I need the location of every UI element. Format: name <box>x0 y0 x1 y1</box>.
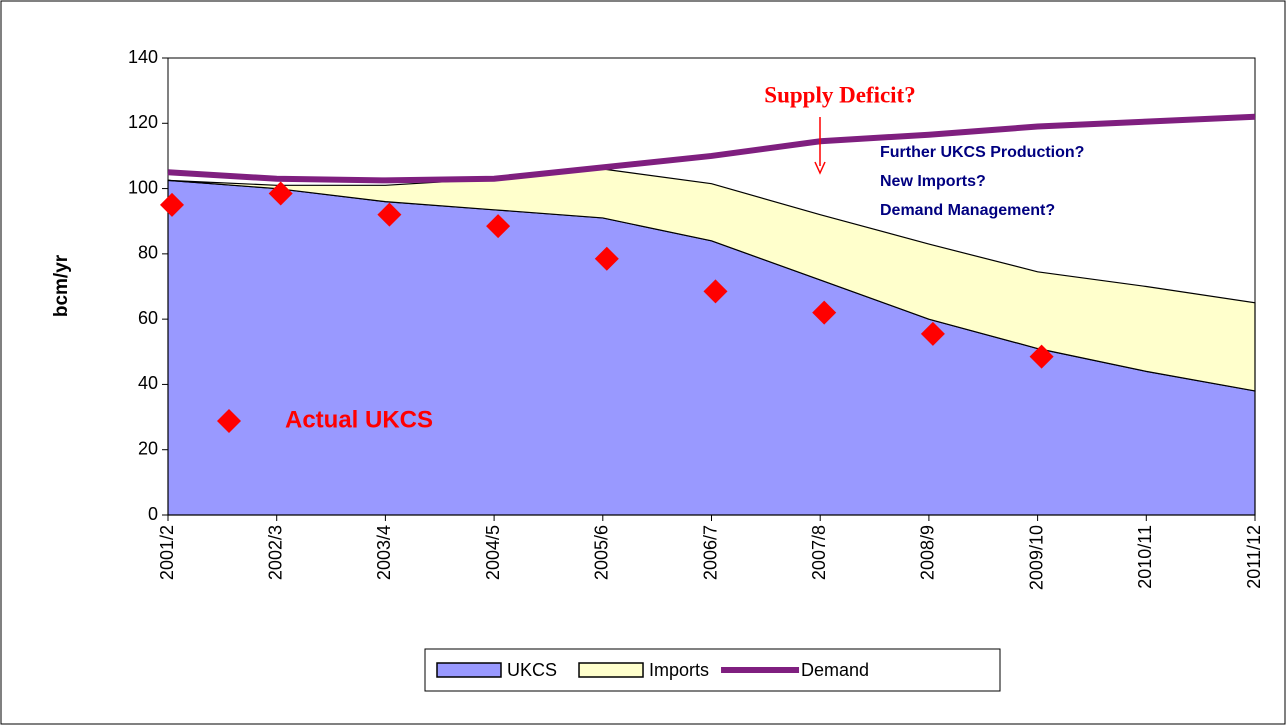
marker <box>1029 344 1054 369</box>
y-tick-label: 60 <box>138 308 158 328</box>
annotation: New Imports? <box>880 173 986 190</box>
y-tick-label: 80 <box>138 243 158 263</box>
legend-marker <box>217 409 241 433</box>
annotation: Demand Management? <box>880 202 1055 219</box>
marker <box>160 192 184 217</box>
x-tick-label: 2008/9 <box>918 525 938 580</box>
y-axis-label: bcm/yr <box>51 254 72 317</box>
marker <box>812 300 837 325</box>
y-tick-label: 120 <box>128 112 158 132</box>
y-tick-label: 20 <box>138 438 158 458</box>
annotation: Further UKCS Production? <box>880 144 1084 161</box>
marker <box>920 321 945 346</box>
y-tick-label: 100 <box>128 177 158 197</box>
x-tick-label: 2010/11 <box>1135 525 1155 589</box>
x-tick-label: 2002/3 <box>265 525 285 580</box>
marker <box>594 246 619 271</box>
legend-label: Imports <box>649 660 709 680</box>
marker <box>703 279 728 304</box>
y-tick-label: 0 <box>148 504 158 524</box>
line <box>167 113 1256 184</box>
arrow-head <box>814 161 826 175</box>
marker <box>377 202 402 227</box>
legend <box>424 648 1001 692</box>
legend-swatch <box>436 662 502 678</box>
x-tick-label: 2007/8 <box>809 525 829 580</box>
legend-label: UKCS <box>507 660 557 680</box>
x-tick-label: 2001/2 <box>157 525 177 580</box>
x-tick-label: 2006/7 <box>700 525 720 580</box>
y-tick-label: 140 <box>128 47 158 67</box>
x-tick-label: 2011/12 <box>1244 525 1264 589</box>
legend-label: Actual UKCS <box>285 406 433 433</box>
x-tick-label: 2009/10 <box>1026 525 1046 590</box>
marker <box>486 214 511 239</box>
marker <box>268 181 293 206</box>
annotation: Supply Deficit? <box>764 82 915 107</box>
y-tick-label: 40 <box>138 373 158 393</box>
x-tick-label: 2004/5 <box>483 525 503 580</box>
legend-swatch <box>578 662 644 678</box>
legend-label: Demand <box>801 660 869 680</box>
x-tick-label: 2005/6 <box>592 525 612 580</box>
x-tick-label: 2003/4 <box>374 525 394 580</box>
